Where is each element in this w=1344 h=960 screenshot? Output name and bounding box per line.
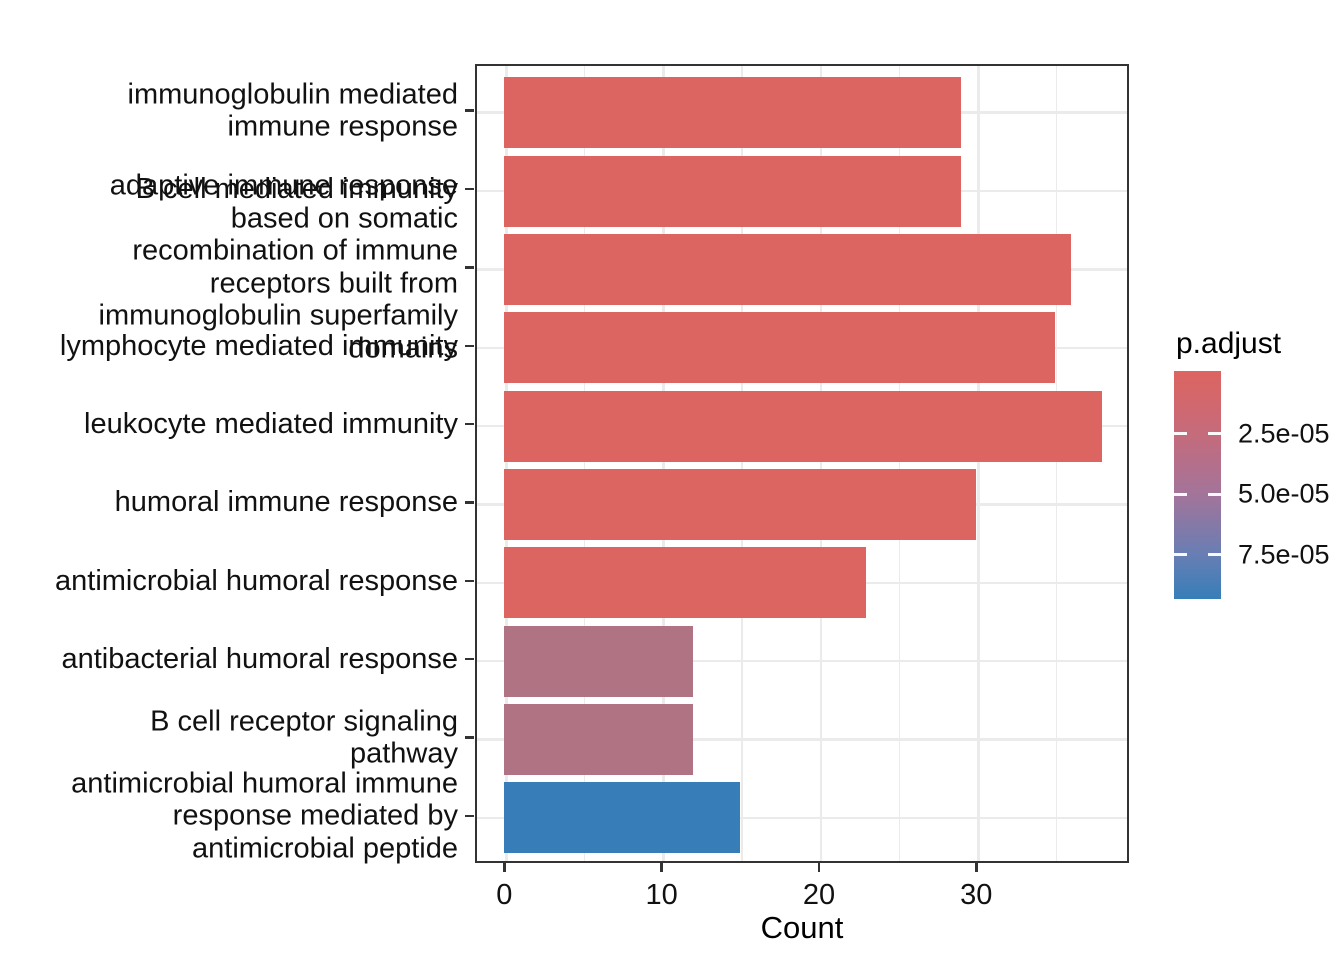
y-axis-label-row5: leukocyte mediated immunity xyxy=(84,407,458,440)
x-tick-mark-0 xyxy=(503,863,506,872)
x-tick-label-30: 30 xyxy=(960,879,993,911)
major-gridline-x-10 xyxy=(662,66,665,861)
y-axis-label-row7: antimicrobial humoral response xyxy=(55,564,458,597)
y-tick-mark-row10 xyxy=(465,814,474,818)
y-tick-mark-row8 xyxy=(465,657,474,661)
minor-gridline-x-25 xyxy=(898,66,901,861)
major-gridline-y-row8 xyxy=(477,659,1127,663)
bar-5 xyxy=(504,390,1103,462)
legend-tick-left-2 xyxy=(1174,492,1187,496)
x-tick-mark-20 xyxy=(817,863,821,872)
bar-3 xyxy=(504,233,1071,305)
bar-8 xyxy=(504,625,694,697)
y-axis-label-row9: B cell receptor signaling pathway xyxy=(150,705,458,770)
y-tick-mark-row3 xyxy=(465,266,474,269)
y-tick-mark-row7 xyxy=(465,579,474,583)
y-tick-mark-row9 xyxy=(465,736,474,739)
y-axis-label-row1: immunoglobulin mediated immune response xyxy=(127,78,458,143)
minor-gridline-x-35 xyxy=(1055,66,1058,861)
x-tick-label-20: 20 xyxy=(802,879,836,911)
y-axis-label-row3: adaptive immune response based on somati… xyxy=(98,169,458,365)
major-gridline-x-0 xyxy=(505,66,508,861)
major-gridline-y-row9 xyxy=(477,738,1127,741)
y-tick-mark-row1 xyxy=(465,109,474,112)
minor-gridline-x-15 xyxy=(741,66,743,861)
legend-tick-left-1 xyxy=(1174,432,1187,436)
legend-gradient-bar xyxy=(1174,371,1221,599)
minor-gridline-x-5 xyxy=(583,66,586,861)
bar-2 xyxy=(504,155,961,227)
major-gridline-y-row10 xyxy=(477,816,1127,820)
legend-label-1: 2.5e-05 xyxy=(1238,418,1330,449)
y-tick-mark-row5 xyxy=(465,422,474,426)
y-axis-label-row8: antibacterial humoral response xyxy=(61,642,458,675)
y-axis-label-row10: antimicrobial humoral immune response me… xyxy=(71,767,458,865)
x-tick-mark-30 xyxy=(975,863,978,872)
legend-tick-right-3 xyxy=(1208,553,1221,557)
bar-10 xyxy=(504,782,741,854)
x-tick-label-10: 10 xyxy=(645,879,678,911)
bar-1 xyxy=(504,77,961,149)
y-tick-mark-row6 xyxy=(465,501,474,504)
y-tick-mark-row2 xyxy=(465,187,474,191)
y-axis-label-row6: humoral immune response xyxy=(114,486,458,519)
bar-4 xyxy=(504,312,1055,384)
bar-7 xyxy=(504,547,867,619)
x-tick-label-0: 0 xyxy=(496,879,513,911)
legend-tick-right-2 xyxy=(1208,492,1221,496)
legend-title: p.adjust xyxy=(1176,327,1282,360)
legend-tick-left-3 xyxy=(1174,553,1187,557)
bar-9 xyxy=(504,704,694,775)
x-tick-mark-10 xyxy=(660,863,663,872)
y-axis-label-row2: B cell mediated immunity xyxy=(135,172,458,205)
legend-label-3: 7.5e-05 xyxy=(1238,539,1330,570)
legend-label-2: 5.0e-05 xyxy=(1238,478,1330,509)
bar-6 xyxy=(504,468,977,540)
x-axis-title: Count xyxy=(760,910,844,945)
legend-tick-right-1 xyxy=(1208,432,1221,436)
major-gridline-x-30 xyxy=(977,66,980,861)
y-tick-mark-row4 xyxy=(465,344,474,347)
major-gridline-x-20 xyxy=(819,66,823,861)
plot-panel xyxy=(475,64,1129,863)
y-axis-label-row4: lymphocyte mediated immunity xyxy=(59,329,458,362)
